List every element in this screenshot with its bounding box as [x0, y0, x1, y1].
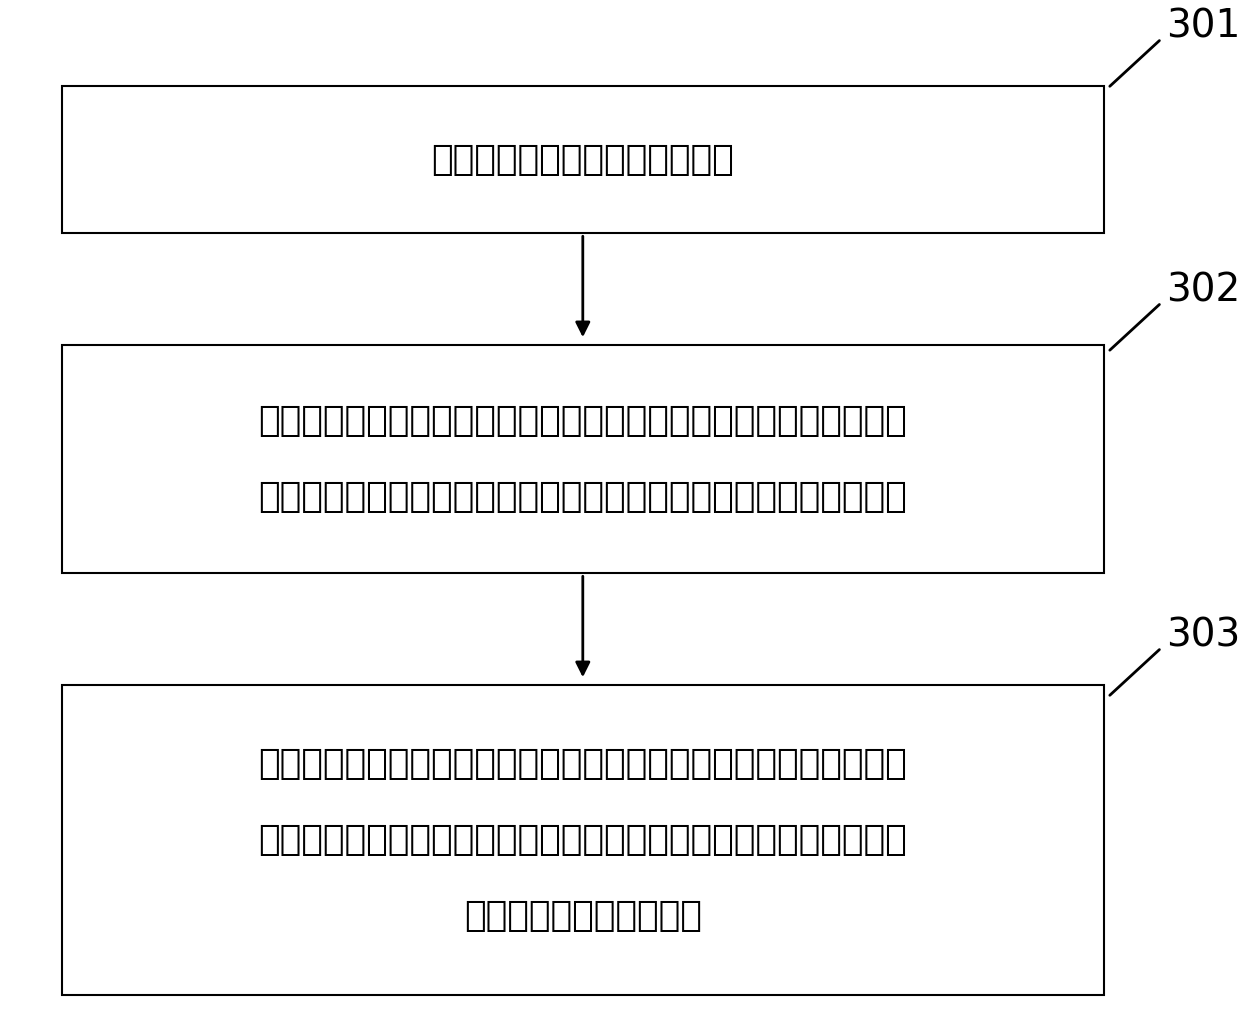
Text: 至少一个待测量相邻小区中的目标小区、或者、与所述服务小区以及: 至少一个待测量相邻小区中的目标小区、或者、与所述服务小区以及 — [258, 823, 908, 857]
Bar — [62, 86, 1104, 233]
Bar — [62, 345, 1104, 573]
Text: 303: 303 — [1166, 617, 1240, 655]
Text: 接收到所述服务小区分配的至少一个待测量相邻小区，针对所述待测: 接收到所述服务小区分配的至少一个待测量相邻小区，针对所述待测 — [258, 404, 908, 438]
Text: 量相邻小区进行测量得到测量报告，将所述测量报告发送给服务小区: 量相邻小区进行测量得到测量报告，将所述测量报告发送给服务小区 — [258, 480, 908, 515]
Text: 向自身的服务小区发送能力信息: 向自身的服务小区发送能力信息 — [432, 143, 734, 177]
Text: 所述目标小区建立双连接: 所述目标小区建立双连接 — [464, 899, 702, 933]
Bar — [62, 685, 1104, 995]
Text: 301: 301 — [1166, 8, 1240, 46]
Text: 302: 302 — [1166, 272, 1240, 310]
Text: 接收到所述服务小区发来的切换指令，基于所述切换指令切换至所述: 接收到所述服务小区发来的切换指令，基于所述切换指令切换至所述 — [258, 747, 908, 781]
